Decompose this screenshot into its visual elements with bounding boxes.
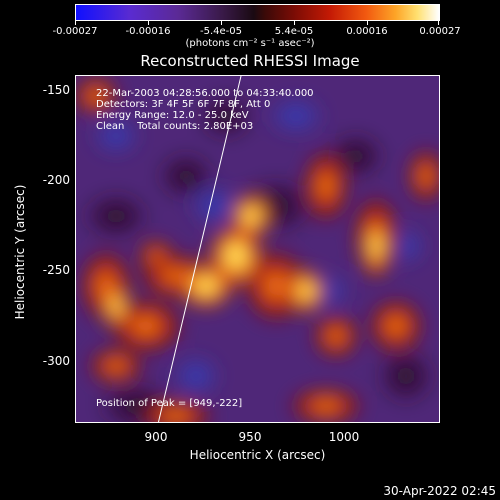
solar-limb-line [157, 76, 242, 422]
rhessi-image-plot[interactable]: 22-Mar-2003 04:28:56.000 to 04:33:40.000… [75, 75, 440, 423]
clean-counts-text: Clean Total counts: 2.80E+03 [96, 121, 254, 132]
y-axis-label: Heliocentric Y (arcsec) [13, 184, 27, 320]
x-tick-label: 950 [238, 430, 262, 444]
timestamp: 30-Apr-2022 02:45 [383, 484, 496, 498]
time-range-text: 22-Mar-2003 04:28:56.000 to 04:33:40.000 [96, 88, 314, 99]
y-tick-label: -300 [42, 354, 70, 368]
y-tick-label: -150 [42, 83, 70, 97]
colorbar [75, 4, 440, 21]
colorbar-tick-label: -0.00027 [52, 26, 98, 37]
x-axis-label: Heliocentric X (arcsec) [189, 448, 326, 462]
detectors-text: Detectors: 3F 4F 5F 6F 7F 8F, Att 0 [96, 99, 271, 110]
rhessi-image-map [76, 76, 439, 422]
colorbar-tick-label: -0.00016 [125, 26, 171, 37]
colorbar-tick-label: 0.00027 [419, 26, 461, 37]
plot-title: Reconstructed RHESSI Image [140, 52, 360, 70]
colorbar-ticks [75, 21, 440, 26]
colorbar-tick-label: -5.4e-05 [200, 26, 242, 37]
peak-position-text: Position of Peak = [949,-222] [96, 398, 243, 409]
energy-range-text: Energy Range: 12.0 - 25.0 keV [96, 110, 249, 121]
x-tick-label: 1000 [328, 430, 360, 444]
y-tick-label: -200 [42, 173, 70, 187]
colorbar-tick-label: 5.4e-05 [274, 26, 314, 37]
y-tick-label: -250 [42, 263, 70, 277]
x-tick-label: 900 [144, 430, 168, 444]
colorbar-unit-label: (photons cm⁻² s⁻¹ asec⁻²) [185, 38, 315, 49]
colorbar-tick-label: 0.00016 [346, 26, 388, 37]
